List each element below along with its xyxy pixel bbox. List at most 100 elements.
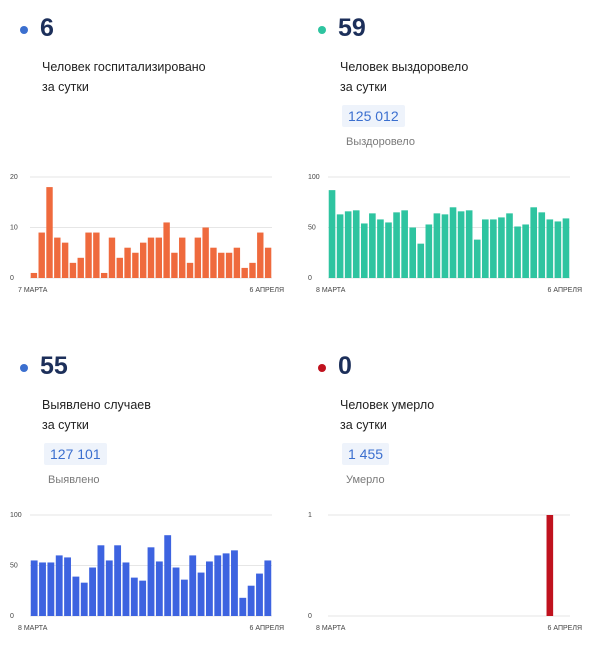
panel-header: 55 xyxy=(20,352,68,381)
recovered-panel: 59 Человек выздоровело за сутки 125 012 … xyxy=(298,0,588,320)
bar xyxy=(385,222,392,278)
bar xyxy=(180,579,188,616)
bar xyxy=(194,237,202,278)
bar xyxy=(473,239,481,278)
bar xyxy=(328,190,336,278)
x-start-label: 8 МАРТА xyxy=(316,625,346,632)
bar xyxy=(130,577,138,616)
bar xyxy=(30,272,38,278)
bar xyxy=(210,247,217,278)
bar xyxy=(80,582,88,616)
hospitalized-panel: 6 Человек госпитализировано за сутки 20 1… xyxy=(0,0,290,320)
bar xyxy=(352,210,360,278)
bar xyxy=(171,252,178,278)
cases-chart: 100 50 0 8 МАРТА 6 АПРЕЛЯ xyxy=(10,512,284,632)
bullet-icon xyxy=(318,25,326,34)
daily-label: Человек выздоровело за сутки xyxy=(340,60,469,94)
bullet-icon xyxy=(318,363,326,372)
bar xyxy=(97,545,105,616)
deaths-chart: 1 0 8 МАРТА 6 АПРЕЛЯ xyxy=(308,512,582,632)
bar xyxy=(72,576,80,616)
bar xyxy=(264,560,272,616)
bullet-icon xyxy=(20,363,28,372)
bar xyxy=(514,226,521,278)
total-label: Умерло xyxy=(346,474,385,486)
bar xyxy=(417,243,425,278)
daily-count: 55 xyxy=(40,352,68,380)
bar xyxy=(147,237,155,278)
bar xyxy=(538,212,546,278)
bar xyxy=(46,187,53,278)
y-tick-label: 50 xyxy=(308,225,316,232)
bar xyxy=(54,237,61,278)
bar xyxy=(139,580,147,616)
bullet-icon xyxy=(20,25,28,34)
panel-header: 6 xyxy=(20,14,54,43)
y-tick-label: 0 xyxy=(10,613,14,620)
bar xyxy=(77,257,84,278)
y-tick-label: 100 xyxy=(308,174,320,181)
y-tick-label: 0 xyxy=(308,613,312,620)
bar xyxy=(132,252,139,278)
bar xyxy=(409,227,417,278)
hospitalized-chart: 20 10 0 7 МАРТА 6 АПРЕЛЯ xyxy=(10,174,284,294)
bar xyxy=(47,562,55,616)
bar xyxy=(498,217,505,278)
bar xyxy=(239,597,247,616)
bar xyxy=(530,207,538,278)
bar xyxy=(222,553,230,616)
panel-header: 0 xyxy=(318,352,352,381)
bar xyxy=(425,224,433,278)
bar xyxy=(214,555,222,616)
bar xyxy=(139,242,147,278)
recovered-chart: 100 50 0 8 МАРТА 6 АПРЕЛЯ xyxy=(308,174,582,294)
bar xyxy=(554,221,562,278)
total-badge: 125 012 xyxy=(342,105,405,127)
daily-count: 59 xyxy=(338,14,366,42)
bar xyxy=(186,262,194,278)
bar xyxy=(393,212,400,278)
bar xyxy=(38,232,45,278)
bar xyxy=(164,535,172,616)
bar xyxy=(490,219,497,278)
bar xyxy=(360,223,368,278)
y-tick-label: 0 xyxy=(10,275,14,282)
bar xyxy=(369,213,376,278)
y-tick-label: 10 xyxy=(10,225,18,232)
bar xyxy=(64,557,71,616)
bar xyxy=(241,267,248,278)
bar xyxy=(546,515,554,616)
bar xyxy=(546,219,554,278)
x-start-label: 7 МАРТА xyxy=(18,287,48,294)
bar xyxy=(344,211,352,278)
bar xyxy=(61,242,69,278)
bar xyxy=(522,224,529,278)
y-tick-label: 50 xyxy=(10,563,18,570)
y-tick-label: 100 xyxy=(10,512,22,519)
bar xyxy=(85,232,92,278)
daily-count: 6 xyxy=(40,14,54,42)
bar xyxy=(155,561,163,616)
bar xyxy=(481,219,489,278)
total-label: Выявлено xyxy=(48,474,100,486)
bar xyxy=(189,555,197,616)
daily-label: Выявлено случаев за сутки xyxy=(42,398,151,432)
bar xyxy=(89,567,97,616)
daily-label: Человек умерло за сутки xyxy=(340,398,435,432)
bar xyxy=(155,237,163,278)
bar xyxy=(147,547,155,616)
bar xyxy=(562,218,570,278)
bar xyxy=(247,585,255,616)
total-badge: 127 101 xyxy=(44,443,107,465)
bar xyxy=(401,210,408,278)
bar xyxy=(231,550,238,616)
bar xyxy=(465,210,473,278)
bar xyxy=(256,573,263,616)
bar xyxy=(336,214,344,278)
daily-label: Человек госпитализировано за сутки xyxy=(42,60,206,94)
x-end-label: 6 АПРЕЛЯ xyxy=(250,287,284,294)
panel-header: 59 xyxy=(318,14,366,43)
x-start-label: 8 МАРТА xyxy=(316,287,346,294)
bar xyxy=(197,572,205,616)
bar xyxy=(179,237,186,278)
